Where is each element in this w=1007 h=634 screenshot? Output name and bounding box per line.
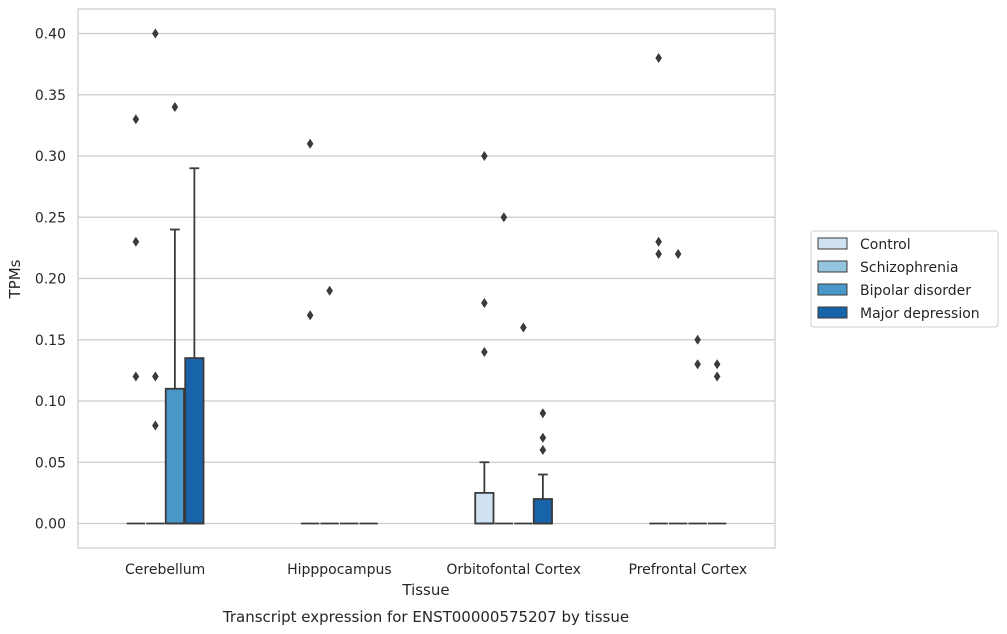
y-tick-label: 0.25	[35, 210, 66, 226]
legend-label: Bipolar disorder	[860, 283, 971, 299]
outlier-point	[481, 151, 488, 161]
outlier-point	[171, 102, 179, 112]
x-axis-label: Tissue	[401, 581, 449, 599]
outlier-point	[500, 212, 508, 223]
outlier-point	[520, 322, 527, 333]
outlier-point	[306, 310, 314, 321]
outlier-point	[132, 236, 140, 247]
outlier-point	[132, 114, 140, 125]
box-rect	[164, 387, 185, 525]
box-group	[532, 408, 553, 525]
outlier-point	[539, 432, 547, 443]
box-rect	[532, 498, 553, 525]
box-group	[146, 28, 165, 525]
legend-swatch	[817, 283, 848, 296]
outlier-point	[674, 249, 682, 259]
outlier-point	[132, 371, 140, 382]
plot-frame	[77, 8, 776, 549]
y-tick-label: 0.00	[35, 517, 66, 533]
box-group	[184, 167, 205, 525]
box-group	[474, 151, 495, 525]
outlier-point	[481, 298, 488, 308]
x-tick-label: Cerebellum	[125, 562, 205, 578]
outlier-point	[306, 138, 314, 149]
box-rect	[474, 491, 495, 525]
outlier-point	[152, 28, 159, 39]
y-tick-label: 0.40	[35, 27, 66, 43]
box-group	[688, 334, 707, 525]
y-tick-label: 0.10	[35, 394, 66, 410]
outlier-point	[694, 359, 701, 370]
outlier-point	[694, 334, 701, 345]
box-group	[320, 285, 339, 525]
outlier-point	[539, 445, 547, 455]
chart-caption: Transcript expression for ENST0000057520…	[222, 608, 629, 626]
box-rect	[184, 357, 205, 525]
outlier-point	[152, 371, 159, 382]
legend-swatch	[817, 260, 848, 273]
box-group	[494, 212, 514, 525]
legend-swatch	[817, 306, 848, 319]
box-group	[649, 53, 668, 525]
legend-swatch	[817, 237, 848, 250]
legend-label: Schizophrenia	[860, 260, 958, 276]
x-tick-labels: Cerebellum Hipppocampus Orbitofontal Corte…	[125, 562, 747, 578]
legend: Control Schizophrenia Bipolar disorder Majo…	[810, 230, 999, 328]
y-tick-label: 0.05	[35, 455, 66, 471]
box-group	[164, 102, 185, 525]
x-tick-label: Orbitofontal Cortex	[446, 562, 581, 578]
outlier-point	[655, 236, 662, 247]
y-tick-label: 0.35	[35, 88, 66, 104]
box-series	[126, 28, 727, 525]
outlier-point	[655, 53, 662, 63]
box-group	[514, 322, 533, 525]
box-group	[707, 359, 727, 525]
box-group	[668, 249, 688, 525]
y-tick-label: 0.30	[35, 149, 66, 165]
legend-label: Major depression	[860, 306, 980, 322]
outlier-point	[326, 285, 333, 296]
y-tick-label: 0.15	[35, 333, 66, 349]
outlier-point	[481, 347, 488, 357]
y-axis-label: TPMs	[6, 259, 24, 299]
y-tick-label: 0.20	[35, 272, 66, 288]
outlier-point	[539, 408, 547, 419]
y-tick-labels: 0.00 0.05 0.10 0.15 0.20 0.25 0.30 0.35 0.40	[35, 27, 66, 533]
outlier-point	[713, 371, 721, 382]
x-tick-label: Prefrontal Cortex	[629, 562, 748, 578]
outlier-point	[152, 420, 159, 431]
outlier-point	[655, 249, 662, 259]
box-group	[300, 138, 320, 525]
box-group	[126, 114, 146, 525]
x-tick-label: Hipppocampus	[287, 562, 392, 578]
legend-label: Control	[860, 237, 911, 253]
legend-frame	[810, 230, 999, 328]
outlier-point	[713, 359, 721, 370]
